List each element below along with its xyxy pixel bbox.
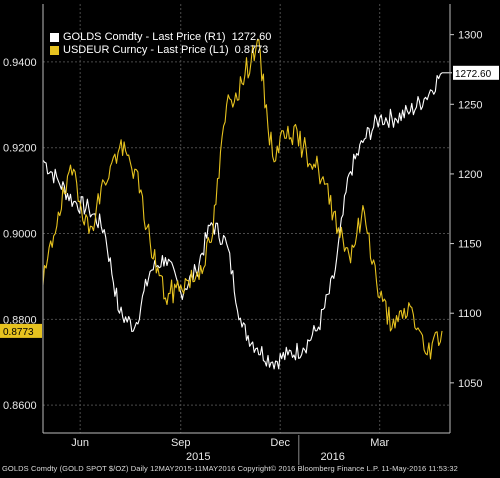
footer: GOLDS Comdty (GOLD SPOT $/OZ) Daily 12MA…: [2, 464, 458, 473]
footer-ticker: GOLDS Comdty (GOLD SPOT $/OZ): [2, 464, 129, 473]
x-tick-label-2: Dec: [270, 437, 290, 449]
footer-copyright: Copyright© 2016 Bloomberg Finance L.P.: [237, 464, 380, 473]
legend: GOLDS Comdty - Last Price (R1) 1272.60 U…: [50, 31, 271, 57]
right-tick-label-4: 1100: [458, 308, 482, 320]
legend-entry-gold: GOLDS Comdty - Last Price (R1) 1272.60: [50, 31, 271, 44]
x-tick-label-1: Sep: [171, 437, 191, 449]
legend-value-gold: 1272.60: [231, 31, 272, 43]
right-tick-label-1: 1250: [458, 99, 482, 111]
legend-swatch-usdeur: [50, 46, 59, 55]
tag-text-usdeur: 0.8773: [3, 327, 34, 338]
right-tick-label-2: 1200: [458, 169, 482, 181]
right-tick-label-3: 1150: [458, 239, 482, 251]
legend-entry-usdeur: USDEUR Curncy - Last Price (L1) 0.8773: [50, 44, 271, 57]
legend-label-usdeur: USDEUR Curncy - Last Price (L1): [63, 44, 229, 56]
year-label-1: 2016: [320, 451, 344, 463]
series-line-0: [42, 72, 443, 370]
legend-value-usdeur: 0.8773: [234, 44, 269, 56]
left-tick-label-2: 0.9000: [3, 229, 37, 241]
left-tick-label-1: 0.9200: [3, 143, 37, 155]
tag-box-gold: [453, 65, 499, 80]
footer-range: Daily 12MAY2015-11MAY2016: [130, 464, 236, 473]
legend-label-gold: GOLDS Comdty - Last Price (R1): [63, 31, 226, 43]
legend-swatch-gold: [50, 33, 59, 42]
footer-timestamp: 11-May-2016 11:53:32: [381, 464, 458, 473]
right-tick-label-0: 1300: [458, 30, 482, 42]
year-label-0: 2015: [186, 451, 210, 463]
x-tick-label-0: Jun: [71, 437, 89, 449]
left-tick-label-4: 0.8600: [3, 400, 37, 412]
left-tick-label-0: 0.9400: [3, 57, 37, 69]
left-tick-label-3: 0.8800: [3, 314, 37, 326]
right-tick-label-5: 1050: [458, 378, 482, 390]
series-line-1: [42, 38, 443, 360]
tag-text-gold: 1272.60: [455, 69, 492, 80]
x-tick-label-3: Mar: [370, 437, 389, 449]
tag-box-usdeur: [0, 323, 42, 338]
